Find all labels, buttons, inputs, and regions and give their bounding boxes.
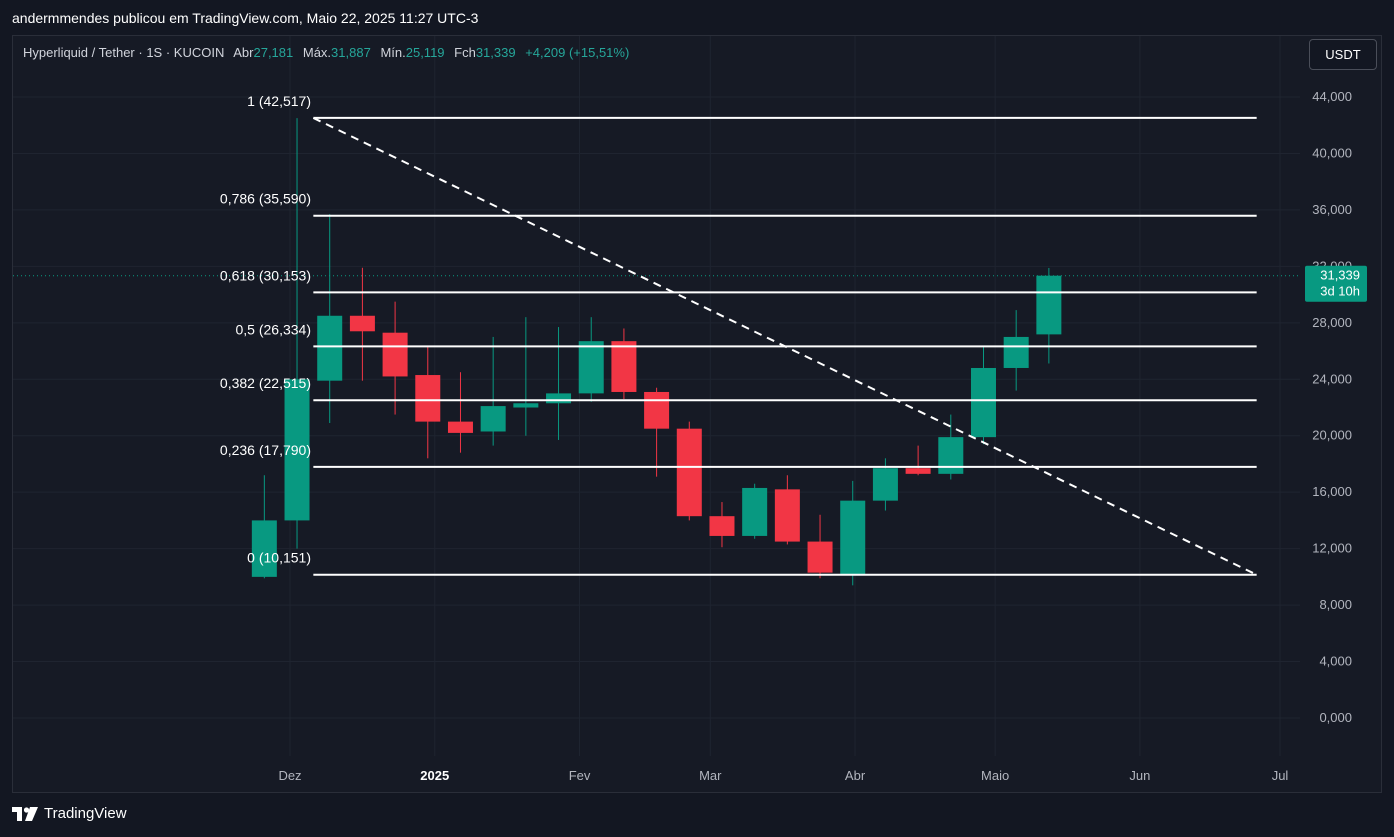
candle-body[interactable]: [774, 489, 800, 542]
candle-body[interactable]: [382, 332, 408, 377]
candle-body[interactable]: [578, 341, 604, 394]
low-label: Mín.: [380, 45, 406, 60]
candle-body[interactable]: [872, 468, 898, 501]
candle-body[interactable]: [807, 541, 833, 573]
candle-body[interactable]: [317, 315, 343, 381]
candle-body[interactable]: [644, 391, 670, 429]
candle-body[interactable]: [546, 393, 572, 404]
ohlc-legend: Hyperliquid / Tether · 1S · KUCOIN Abr27…: [23, 45, 629, 60]
candle-body[interactable]: [709, 516, 735, 536]
candle-body[interactable]: [611, 341, 637, 392]
trendline[interactable]: [312, 117, 1258, 576]
price-tag-value: 31,339: [1320, 268, 1360, 283]
candle-body[interactable]: [742, 487, 768, 536]
y-tick-label: 4,000: [1319, 654, 1352, 669]
y-tick-label: 36,000: [1312, 202, 1352, 217]
candle-body[interactable]: [349, 315, 375, 332]
open-label: Abr: [233, 45, 254, 60]
fib-level-label: 0,236 (17,790): [220, 442, 311, 458]
candle-body[interactable]: [840, 500, 866, 576]
candle-body[interactable]: [676, 428, 702, 517]
fib-level-label: 0,786 (35,590): [220, 191, 311, 207]
x-tick-label: Mar: [699, 768, 722, 783]
candle-body[interactable]: [251, 520, 277, 577]
x-tick-label: Abr: [845, 768, 866, 783]
x-tick-label: Jul: [1272, 768, 1289, 783]
close-label: Fch: [454, 45, 476, 60]
fib-level-label: 0,382 (22,515): [220, 375, 311, 391]
close-value: 31,339: [475, 45, 516, 60]
currency-button[interactable]: USDT: [1309, 39, 1377, 70]
high-label: Máx.: [302, 45, 332, 60]
fib-level-label: 0 (10,151): [247, 550, 311, 566]
x-tick-label: Jun: [1129, 768, 1150, 783]
y-tick-label: 44,000: [1312, 89, 1352, 104]
change-value: +4,209 (+15,51%): [525, 45, 630, 60]
candle-body[interactable]: [905, 468, 931, 474]
tradingview-logo-text: TradingView: [44, 805, 127, 822]
candle-body[interactable]: [970, 367, 996, 438]
tradingview-logo-icon: [12, 806, 38, 821]
low-value: 25,119: [405, 45, 445, 60]
open-value: 27,181: [253, 45, 294, 60]
candle-body[interactable]: [480, 406, 506, 432]
symbol-label[interactable]: Hyperliquid / Tether · 1S · KUCOIN: [23, 45, 225, 60]
chart-panel[interactable]: [12, 35, 1382, 793]
high-value: 31,887: [331, 45, 371, 60]
publisher-line: andermmendes publicou em TradingView.com…: [12, 10, 479, 26]
x-tick-label: Fev: [569, 768, 591, 783]
candle-body[interactable]: [284, 379, 310, 521]
candle-body[interactable]: [447, 421, 473, 433]
y-tick-label: 0,000: [1319, 710, 1352, 725]
y-tick-label: 16,000: [1312, 484, 1352, 499]
fib-level-label: 0,618 (30,153): [220, 267, 311, 283]
candle-body[interactable]: [938, 437, 964, 474]
fib-level-label: 0,5 (26,334): [236, 321, 312, 337]
candle-body[interactable]: [1036, 275, 1062, 335]
x-tick-label: Dez: [278, 768, 301, 783]
y-tick-label: 12,000: [1312, 541, 1352, 556]
candle-body[interactable]: [415, 375, 441, 422]
tradingview-logo[interactable]: TradingView: [12, 805, 127, 822]
price-tag-countdown: 3d 10h: [1320, 284, 1360, 299]
y-tick-label: 40,000: [1312, 145, 1352, 160]
y-tick-label: 28,000: [1312, 315, 1352, 330]
y-tick-label: 20,000: [1312, 428, 1352, 443]
candle-body[interactable]: [513, 403, 539, 408]
fib-level-label: 1 (42,517): [247, 93, 311, 109]
y-tick-label: 24,000: [1312, 371, 1352, 386]
candle-body[interactable]: [1003, 336, 1029, 368]
x-tick-label: 2025: [420, 768, 449, 783]
price-tag: [1305, 265, 1367, 302]
y-tick-label: 8,000: [1319, 597, 1352, 612]
x-tick-label: Maio: [981, 768, 1009, 783]
